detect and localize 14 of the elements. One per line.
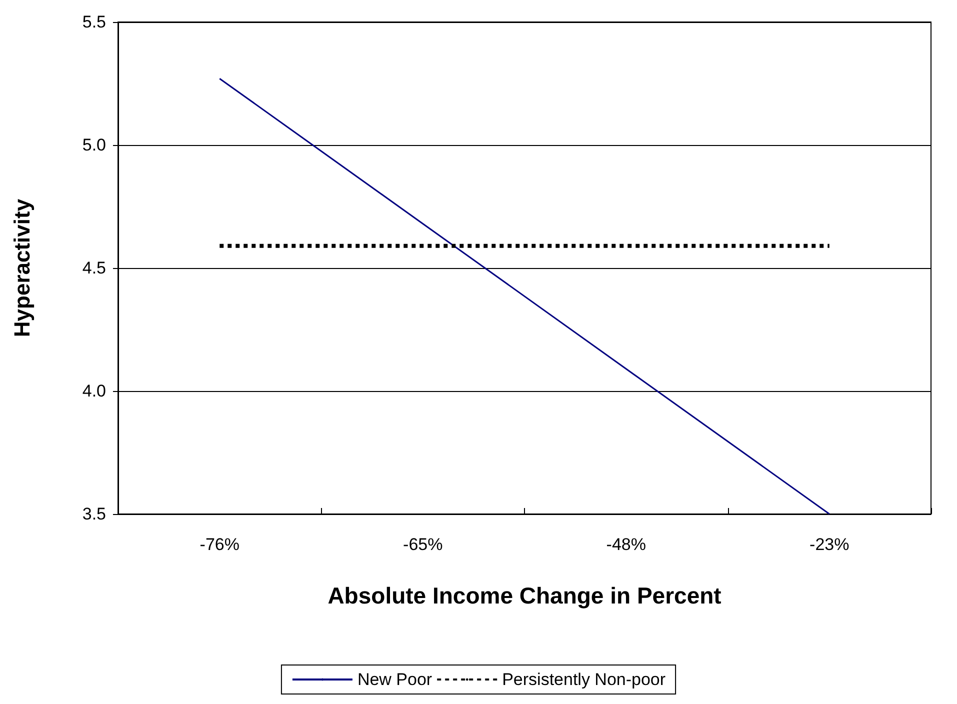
legend-label: Persistently Non-poor	[502, 670, 666, 689]
x-tick-label: -48%	[606, 535, 646, 554]
y-tick-label: 4.5	[82, 258, 106, 278]
y-tick-label: 4.0	[82, 382, 106, 400]
legend-label: New Poor	[357, 670, 432, 689]
x-tick-label: -76%	[200, 535, 240, 554]
x-axis-title: Absolute Income Change in Percent	[328, 582, 722, 608]
y-tick-label: 5.0	[82, 136, 106, 154]
x-tick-label: -23%	[810, 535, 850, 554]
y-tick-label: 3.5	[82, 504, 106, 524]
y-axis-title: Hyperactivity	[10, 198, 34, 338]
line-series	[218, 78, 830, 515]
x-tick-label: -65%	[403, 535, 443, 554]
y-tick-label: 5.5	[82, 12, 106, 32]
